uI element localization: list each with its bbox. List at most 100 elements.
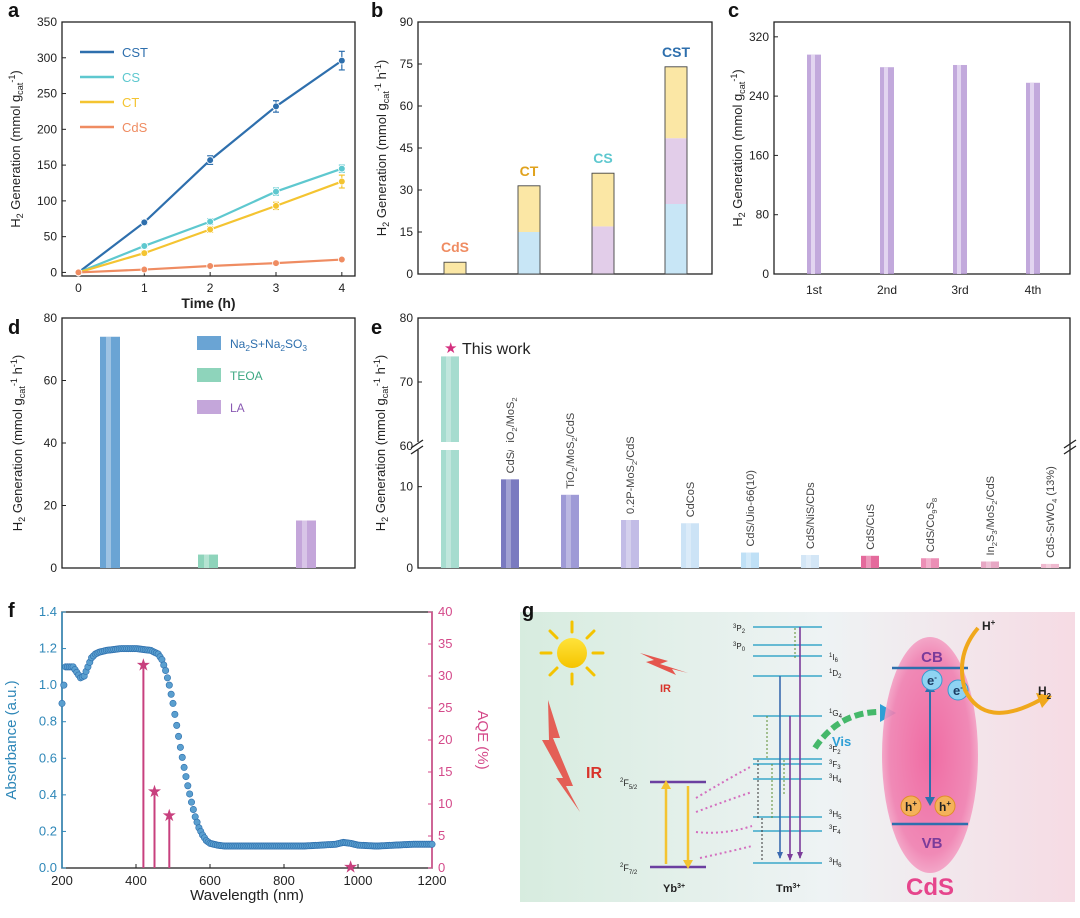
bar-highlight xyxy=(566,494,571,568)
bar-highlight xyxy=(506,479,511,568)
y-tick-label: 45 xyxy=(400,141,414,155)
bar-label-group: CdS/NiS/CDs xyxy=(805,482,817,549)
y-tick-label-left: 0.2 xyxy=(39,823,57,838)
bar-highlight xyxy=(806,554,811,568)
y-tick-label: 60 xyxy=(400,99,414,113)
legend-label-CdS: CdS xyxy=(122,120,148,135)
tm-level-label: 3F2 xyxy=(829,745,841,756)
y-tick-label: 50 xyxy=(44,230,58,244)
panel-g-schematic: IR IR 2F5/2 2F7/2 Yb3+ 3P2 3P0 1I6 1D2 1G4 3F… xyxy=(520,612,1075,902)
bar-label-group: CdS-SrWO4 (13%) xyxy=(1045,466,1059,558)
y-tick-label-left: 1.0 xyxy=(39,677,57,692)
bar xyxy=(921,558,939,568)
bar-highlight xyxy=(1030,82,1034,274)
series-line-CST xyxy=(77,59,343,274)
bar-label-CST: CST xyxy=(662,44,690,60)
bar-label-group: CdCoS xyxy=(685,482,697,517)
legend-label-CS: CS xyxy=(122,70,140,85)
bar-highlight xyxy=(626,520,631,568)
axis-break-mark xyxy=(410,439,424,449)
x-tick-label: 3 xyxy=(273,281,280,295)
panel-c: 0 80 160 240 320 H2 Generation (mmol gcat-1) 1… xyxy=(729,21,1071,297)
yb-emission-arrowhead xyxy=(683,860,693,869)
hydrogen-reaction-arrow xyxy=(960,626,1041,715)
bar xyxy=(296,520,316,568)
panel-letter-e: e xyxy=(371,317,382,339)
data-point-CT xyxy=(338,177,346,186)
data-point-CST xyxy=(206,156,214,164)
svg-text:h+: h+ xyxy=(939,799,951,814)
y-tick-label: 80 xyxy=(400,311,414,325)
excitation-arrowhead-bottom xyxy=(925,797,935,806)
aqe-star-icon: ★ xyxy=(162,806,177,825)
y-tick-label-left: 0.8 xyxy=(39,714,57,729)
legend-label-CT: CT xyxy=(122,95,139,110)
absorbance-point xyxy=(163,674,171,682)
x-tick-label: 4 xyxy=(338,281,345,295)
y-axis-title: H2 Generation (mmol gcat-1) xyxy=(729,69,747,227)
bar xyxy=(441,356,459,568)
bar-label-CdS: CdS xyxy=(441,239,469,255)
y-axis-title: H2 Generation (mmol gcat-1 h-1) xyxy=(372,355,390,531)
legend-swatch xyxy=(197,400,221,414)
y-axis-title-left-text: Absorbance (a.u.) xyxy=(3,680,20,799)
y-tick-label: 0 xyxy=(50,561,57,575)
y-axis-title: H2 Generation (mmol gcat-1 h-1) xyxy=(373,60,391,236)
bar-label-group: CdS/TiO2/MoS2 xyxy=(505,397,519,473)
aqe-star-icon: ★ xyxy=(343,858,358,877)
x-tick-label: 2 xyxy=(207,281,214,295)
x-tick-label: 1200 xyxy=(418,873,447,888)
bar-label: 0.2P-MoS2/CdS xyxy=(625,436,639,514)
absorbance-point xyxy=(162,667,170,675)
y-tick-label: 100 xyxy=(37,194,57,208)
x-tick-label: 800 xyxy=(273,873,295,888)
bar xyxy=(861,555,879,568)
bar-highlight xyxy=(986,561,991,568)
ir-bolt-large-icon xyxy=(542,700,580,812)
absorbance-point xyxy=(167,690,175,698)
absorbance-point xyxy=(186,790,194,798)
y-tick-label: 20 xyxy=(44,499,58,513)
legend-label: LA xyxy=(230,401,245,415)
data-point-CS xyxy=(140,242,149,250)
bar-label: CdS/Co9S8 xyxy=(925,498,939,552)
legend-swatch xyxy=(197,336,221,350)
y-tick-label-right: 15 xyxy=(438,764,452,779)
vis-label: Vis xyxy=(832,734,851,749)
aqe-star-icon: ★ xyxy=(147,782,162,801)
axis-break-gap xyxy=(416,442,516,450)
y-tick-label: 0 xyxy=(406,267,413,281)
bar-highlight xyxy=(926,558,931,568)
bar-segment xyxy=(665,204,687,274)
y-tick-label-right: 20 xyxy=(438,732,452,747)
x-tick-label: 2nd xyxy=(877,283,897,297)
y-tick-label-right: 30 xyxy=(438,668,452,683)
x-tick-label: 1 xyxy=(141,281,148,295)
y-axis-title: H2 Generation (mmol gcat-1) xyxy=(7,70,25,228)
y-tick-label: 60 xyxy=(44,374,58,388)
y-tick-label: 10 xyxy=(400,480,414,494)
vis-transfer-arrow xyxy=(812,708,886,750)
tm-level-label: 3H6 xyxy=(829,858,842,869)
panel-e: 0 10 60 70 80 H2 Generation (mmol gcat-1 h-1)… xyxy=(372,311,1077,575)
bar-label-group: In2S3/MoS2/CdS xyxy=(985,476,999,556)
bar-outline xyxy=(517,185,541,275)
y-tick-label-left: 1.4 xyxy=(39,604,57,619)
bar xyxy=(621,520,639,568)
data-point-CS xyxy=(272,187,280,196)
y-tick-label: 0 xyxy=(406,561,413,575)
bar xyxy=(198,554,218,568)
plot-frame xyxy=(61,21,356,277)
y-tick-label: 300 xyxy=(37,51,57,65)
absorbance-point xyxy=(171,710,179,718)
tm-ion-label: Tm3+ xyxy=(776,883,800,895)
absorbance-point xyxy=(176,743,184,751)
y-tick-label: 80 xyxy=(44,311,58,325)
x-axis-title: Wavelength (nm) xyxy=(190,887,304,904)
data-point-CS xyxy=(338,164,346,173)
panel-letter-d: d xyxy=(8,317,20,339)
bar-label: CdS/NiS/CDs xyxy=(805,482,817,549)
x-tick-label: 3rd xyxy=(951,283,968,297)
bar-outline xyxy=(591,172,615,275)
tm-level-label: 3P2 xyxy=(733,624,746,635)
